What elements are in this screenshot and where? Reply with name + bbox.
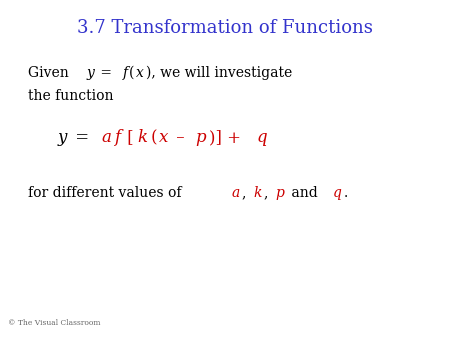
Text: x: x [159,129,168,146]
Text: =: = [96,66,117,80]
Text: k: k [254,186,262,200]
Text: (: ( [150,129,157,146]
Text: ), we will investigate: ), we will investigate [146,66,292,80]
Text: the function: the function [28,89,113,103]
Text: .: . [344,186,348,200]
Text: )] +: )] + [209,129,246,146]
Text: Given: Given [28,66,73,80]
Text: a: a [232,186,240,200]
Text: q: q [333,186,342,200]
Text: y: y [86,66,94,80]
Text: y: y [58,129,68,146]
Text: © The Visual Classroom: © The Visual Classroom [8,319,100,327]
Text: p: p [276,186,284,200]
Text: [: [ [122,129,134,146]
Text: p: p [195,129,206,146]
Text: for different values of: for different values of [28,186,186,200]
Text: k: k [137,129,147,146]
Text: q: q [257,129,267,146]
Text: ,: , [243,186,251,200]
Text: 3.7 Transformation of Functions: 3.7 Transformation of Functions [77,19,373,37]
Text: (: ( [129,66,135,80]
Text: x: x [136,66,144,80]
Text: f: f [114,129,121,146]
Text: a: a [102,129,112,146]
Text: –: – [171,129,189,146]
Text: and: and [287,186,322,200]
Text: =: = [70,129,94,146]
Text: f: f [123,66,128,80]
Text: ,: , [265,186,273,200]
